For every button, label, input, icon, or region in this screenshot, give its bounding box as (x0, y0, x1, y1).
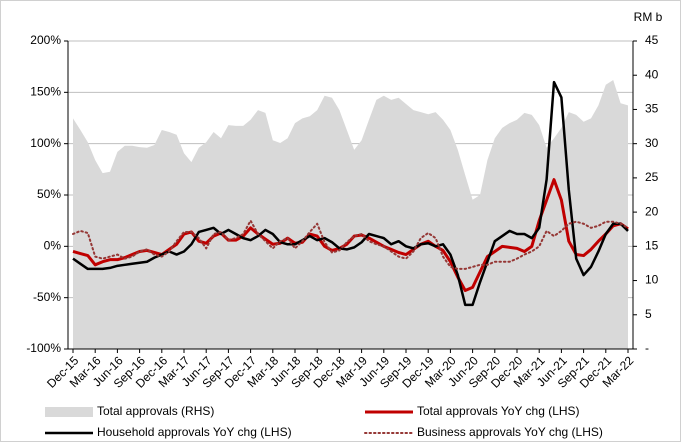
y2-tick-label: 45 (645, 33, 659, 47)
legend-label: Total approvals (RHS) (97, 404, 214, 418)
legend-label: Household approvals YoY chg (LHS) (97, 425, 292, 439)
y-tick-label: -50% (33, 290, 61, 304)
y2-tick-label: - (645, 341, 649, 355)
y2-tick-label: 40 (645, 67, 659, 81)
y2-tick-label: 5 (645, 307, 652, 321)
y2-tick-label: 35 (645, 102, 659, 116)
legend-label: Business approvals YoY chg (LHS) (417, 425, 603, 439)
y2-tick-label: 20 (645, 204, 659, 218)
legend-label: Total approvals YoY chg (LHS) (417, 404, 580, 418)
y2-tick-label: 15 (645, 239, 659, 253)
legend-swatch (45, 407, 93, 417)
y2-title: RM b (634, 10, 663, 24)
y-tick-label: 100% (30, 136, 61, 150)
y-tick-label: 0% (44, 239, 62, 253)
y2-tick-label: 10 (645, 273, 659, 287)
line (72, 219, 629, 270)
y2-tick-label: 30 (645, 136, 659, 150)
y2-tick-label: 25 (645, 170, 659, 184)
y-tick-label: 150% (30, 85, 61, 99)
y-tick-label: -100% (26, 341, 61, 355)
y-tick-label: 50% (37, 187, 61, 201)
plot (72, 80, 629, 349)
y-tick-label: 200% (30, 33, 61, 47)
area (73, 80, 628, 349)
